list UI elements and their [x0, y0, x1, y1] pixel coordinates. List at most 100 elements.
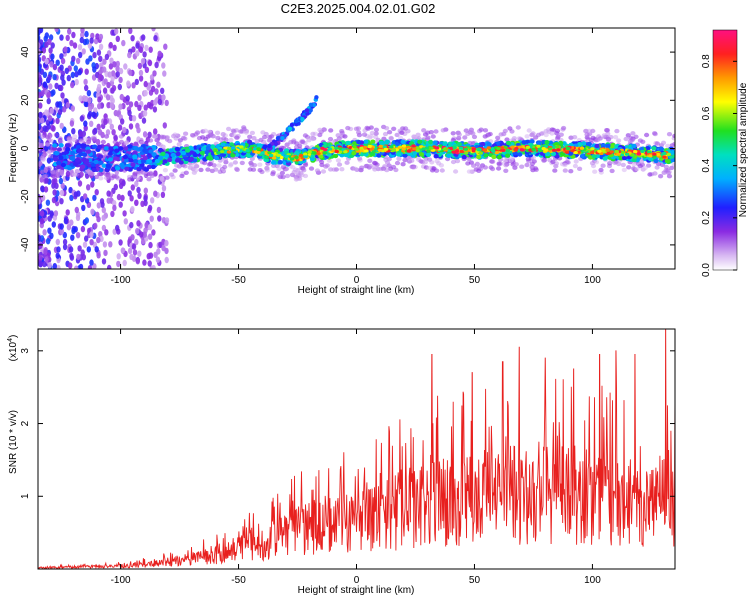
heatmap-cell — [369, 147, 375, 151]
colorbar-tick-label: 0.4 — [701, 158, 712, 172]
heatmap-cell — [551, 148, 557, 152]
heatmap-cell — [400, 139, 406, 145]
heatmap-cell — [68, 186, 73, 194]
heatmap-cell — [202, 160, 208, 166]
heatmap-cell — [260, 151, 265, 155]
heatmap-cell — [77, 180, 83, 187]
heatmap-cell — [143, 80, 148, 88]
heatmap-cell — [97, 73, 103, 81]
heatmap-cell — [446, 153, 452, 158]
heatmap-cell — [328, 128, 334, 133]
heatmap-cell — [38, 254, 43, 262]
heatmap-cell — [39, 155, 45, 161]
heatmap-cell — [97, 144, 103, 150]
heatmap-cell — [496, 147, 501, 151]
heatmap-cell — [106, 190, 111, 197]
heatmap-cell — [155, 256, 161, 263]
heatmap-cell — [644, 132, 650, 138]
heatmap-cell — [162, 70, 167, 77]
heatmap-cell — [123, 146, 129, 151]
heatmap-cell — [98, 154, 104, 159]
heatmap-cell — [503, 163, 509, 168]
heatmap-cell — [38, 56, 42, 63]
heatmap-cell — [170, 152, 176, 158]
heatmap-cell — [565, 146, 571, 151]
heatmap-cell — [38, 138, 41, 143]
heatmap-cell — [118, 239, 123, 246]
heatmap-cell — [147, 223, 153, 231]
heatmap-cell — [486, 142, 492, 147]
colorbar-ticks: 0.00.20.40.60.8 — [701, 54, 737, 277]
heatmap-cell — [216, 151, 221, 155]
heatmap-cell — [119, 162, 125, 168]
heatmap-cell — [143, 195, 148, 202]
heatmap-cell — [39, 218, 44, 225]
heatmap-cell — [89, 171, 95, 176]
heatmap-cell — [461, 154, 467, 160]
colorbar-tick-label: 0.6 — [701, 106, 712, 120]
heatmap-cell — [247, 139, 253, 144]
heatmap-cell — [55, 117, 60, 125]
heatmap-cell — [476, 168, 482, 173]
heatmap-cell — [463, 128, 469, 133]
heatmap-cell — [456, 142, 462, 147]
heatmap-cell — [144, 221, 149, 229]
heatmap-cell — [138, 146, 144, 151]
heatmap-cell — [42, 125, 48, 132]
heatmap-cell — [525, 145, 531, 149]
heatmap-cell — [300, 139, 306, 145]
heatmap-cell — [69, 219, 74, 226]
heatmap-cell — [450, 131, 456, 136]
heatmap-cell — [147, 59, 153, 67]
heatmap-cell — [140, 159, 146, 164]
heatmap-cell — [106, 102, 111, 109]
heatmap-cell — [167, 138, 173, 144]
heatmap-cell — [182, 164, 188, 169]
heatmap-cell — [276, 166, 282, 171]
heatmap-cell — [118, 201, 123, 208]
heatmap-cell — [418, 152, 425, 157]
heatmap-cell — [113, 156, 119, 161]
heatmap-cell — [549, 131, 555, 136]
heatmap-cell — [161, 94, 166, 101]
heatmap-cell — [158, 176, 164, 181]
heatmap-cell — [554, 136, 561, 141]
heatmap-cell — [56, 264, 61, 269]
heatmap-cell — [45, 142, 51, 147]
heatmap-cell — [47, 74, 52, 81]
heatmap-cell — [134, 238, 139, 246]
heatmap-cell — [120, 247, 126, 254]
heatmap-cell — [213, 155, 220, 161]
heatmap-cell — [112, 200, 117, 207]
heatmap-cell — [59, 189, 65, 197]
heatmap-cell — [102, 66, 107, 73]
heatmap-cell — [135, 258, 140, 265]
heatmap-cell — [123, 63, 128, 70]
heatmap-cell — [308, 102, 314, 108]
heatmap-cell — [128, 123, 134, 130]
heatmap-cell — [67, 28, 72, 35]
heatmap-cell — [287, 126, 293, 131]
heatmap-cell — [89, 259, 94, 266]
heatmap-cell — [199, 150, 205, 156]
heatmap-cell — [126, 80, 131, 87]
snr-line — [38, 329, 675, 569]
heatmap-cell — [80, 31, 85, 39]
heatmap-cell — [60, 92, 65, 99]
heatmap-cell — [579, 146, 585, 150]
heatmap-cell — [96, 202, 102, 209]
heatmap-cell — [59, 223, 64, 230]
heatmap-cell — [130, 35, 135, 42]
heatmap-cell — [228, 162, 234, 167]
heatmap-cell — [101, 163, 107, 168]
heatmap-cell — [89, 37, 94, 44]
heatmap-cell — [138, 69, 144, 77]
heatmap-cell — [44, 58, 49, 65]
heatmap-cell — [415, 132, 421, 137]
heatmap-cell — [167, 157, 173, 163]
heatmap-cell — [550, 159, 556, 165]
heatmap-cell — [157, 98, 163, 106]
heatmap-cell — [79, 36, 85, 44]
